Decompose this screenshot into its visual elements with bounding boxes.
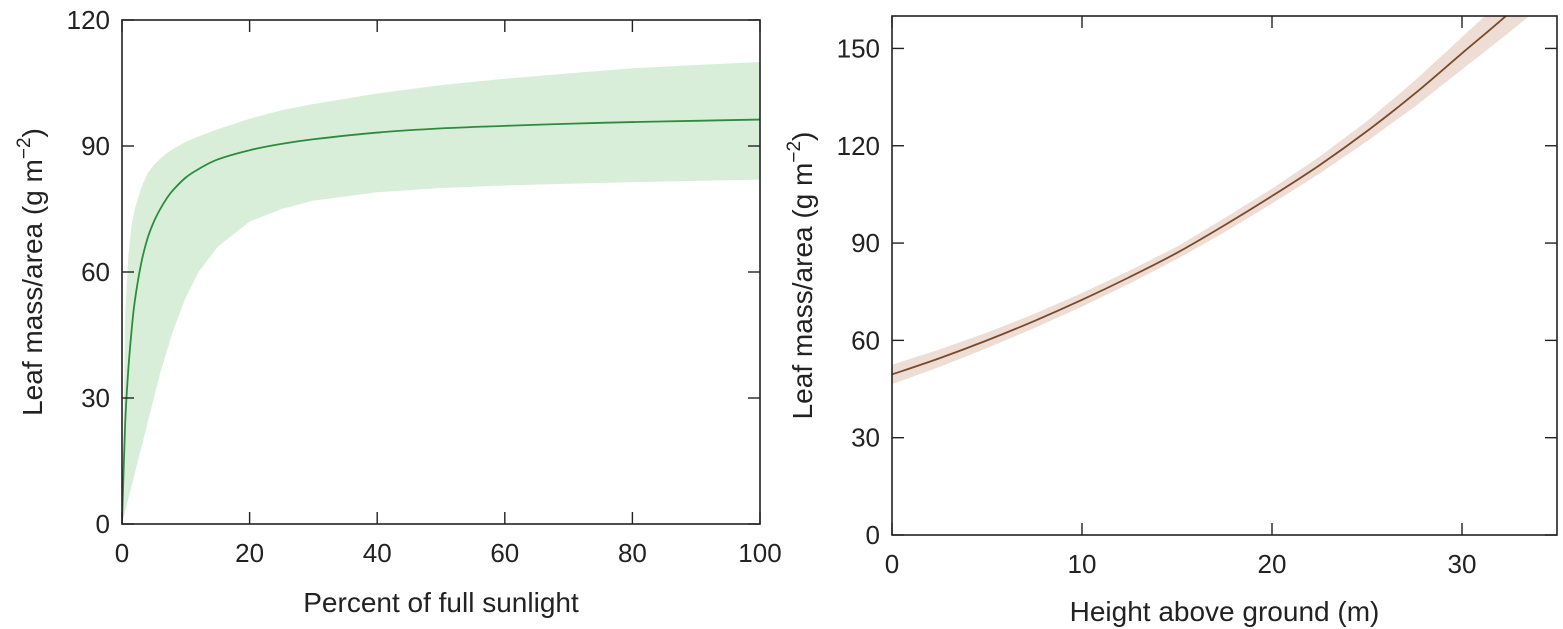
y-axis-title-superscript: −2 <box>784 141 805 163</box>
y-tick-label: 30 <box>81 383 110 413</box>
x-tick-label: 30 <box>1448 549 1477 579</box>
y-tick-label: 120 <box>837 131 880 161</box>
x-tick-label: 0 <box>885 549 899 579</box>
y-axis-title-close: ) <box>17 128 48 137</box>
y-axis-title: Leaf mass/area (g m−2) <box>784 132 818 420</box>
y-tick-label: 150 <box>837 33 880 63</box>
y-tick-label: 0 <box>866 520 880 550</box>
y-tick-label: 60 <box>851 325 880 355</box>
y-tick-label: 120 <box>67 5 110 35</box>
x-tick-label: 80 <box>618 538 647 568</box>
y-tick-label: 90 <box>81 131 110 161</box>
x-tick-label: 60 <box>490 538 519 568</box>
confidence-band <box>892 16 1530 385</box>
x-tick-label: 100 <box>738 538 781 568</box>
y-axis-title-close: ) <box>787 132 818 141</box>
y-tick-label: 90 <box>851 228 880 258</box>
chart-panel-2: 0 10 20 30 0 30 60 90 120 150 Height above ground … <box>784 15 1558 627</box>
x-tick-label: 20 <box>1258 549 1287 579</box>
chart-panel-1: 0 20 40 60 80 100 0 30 60 90 120 Percent of full su… <box>14 5 782 618</box>
confidence-band <box>122 62 760 524</box>
x-tick-label: 20 <box>235 538 264 568</box>
y-tick-label: 60 <box>81 257 110 287</box>
y-axis-title-text: Leaf mass/area (g m <box>787 163 818 420</box>
y-axis-title-superscript: −2 <box>14 137 35 159</box>
series-line <box>892 16 1508 376</box>
y-tick-label: 0 <box>96 509 110 539</box>
y-axis-title-text: Leaf mass/area (g m <box>17 159 48 416</box>
x-tick-label: 0 <box>115 538 129 568</box>
x-axis-title: Percent of full sunlight <box>303 587 579 618</box>
y-tick-label: 30 <box>851 423 880 453</box>
x-tick-label: 10 <box>1068 549 1097 579</box>
plot-frame <box>891 15 1558 536</box>
y-axis-title: Leaf mass/area (g m−2) <box>14 128 48 416</box>
x-axis-title: Height above ground (m) <box>1070 596 1380 627</box>
series-line <box>122 118 760 524</box>
x-tick-label: 40 <box>363 538 392 568</box>
